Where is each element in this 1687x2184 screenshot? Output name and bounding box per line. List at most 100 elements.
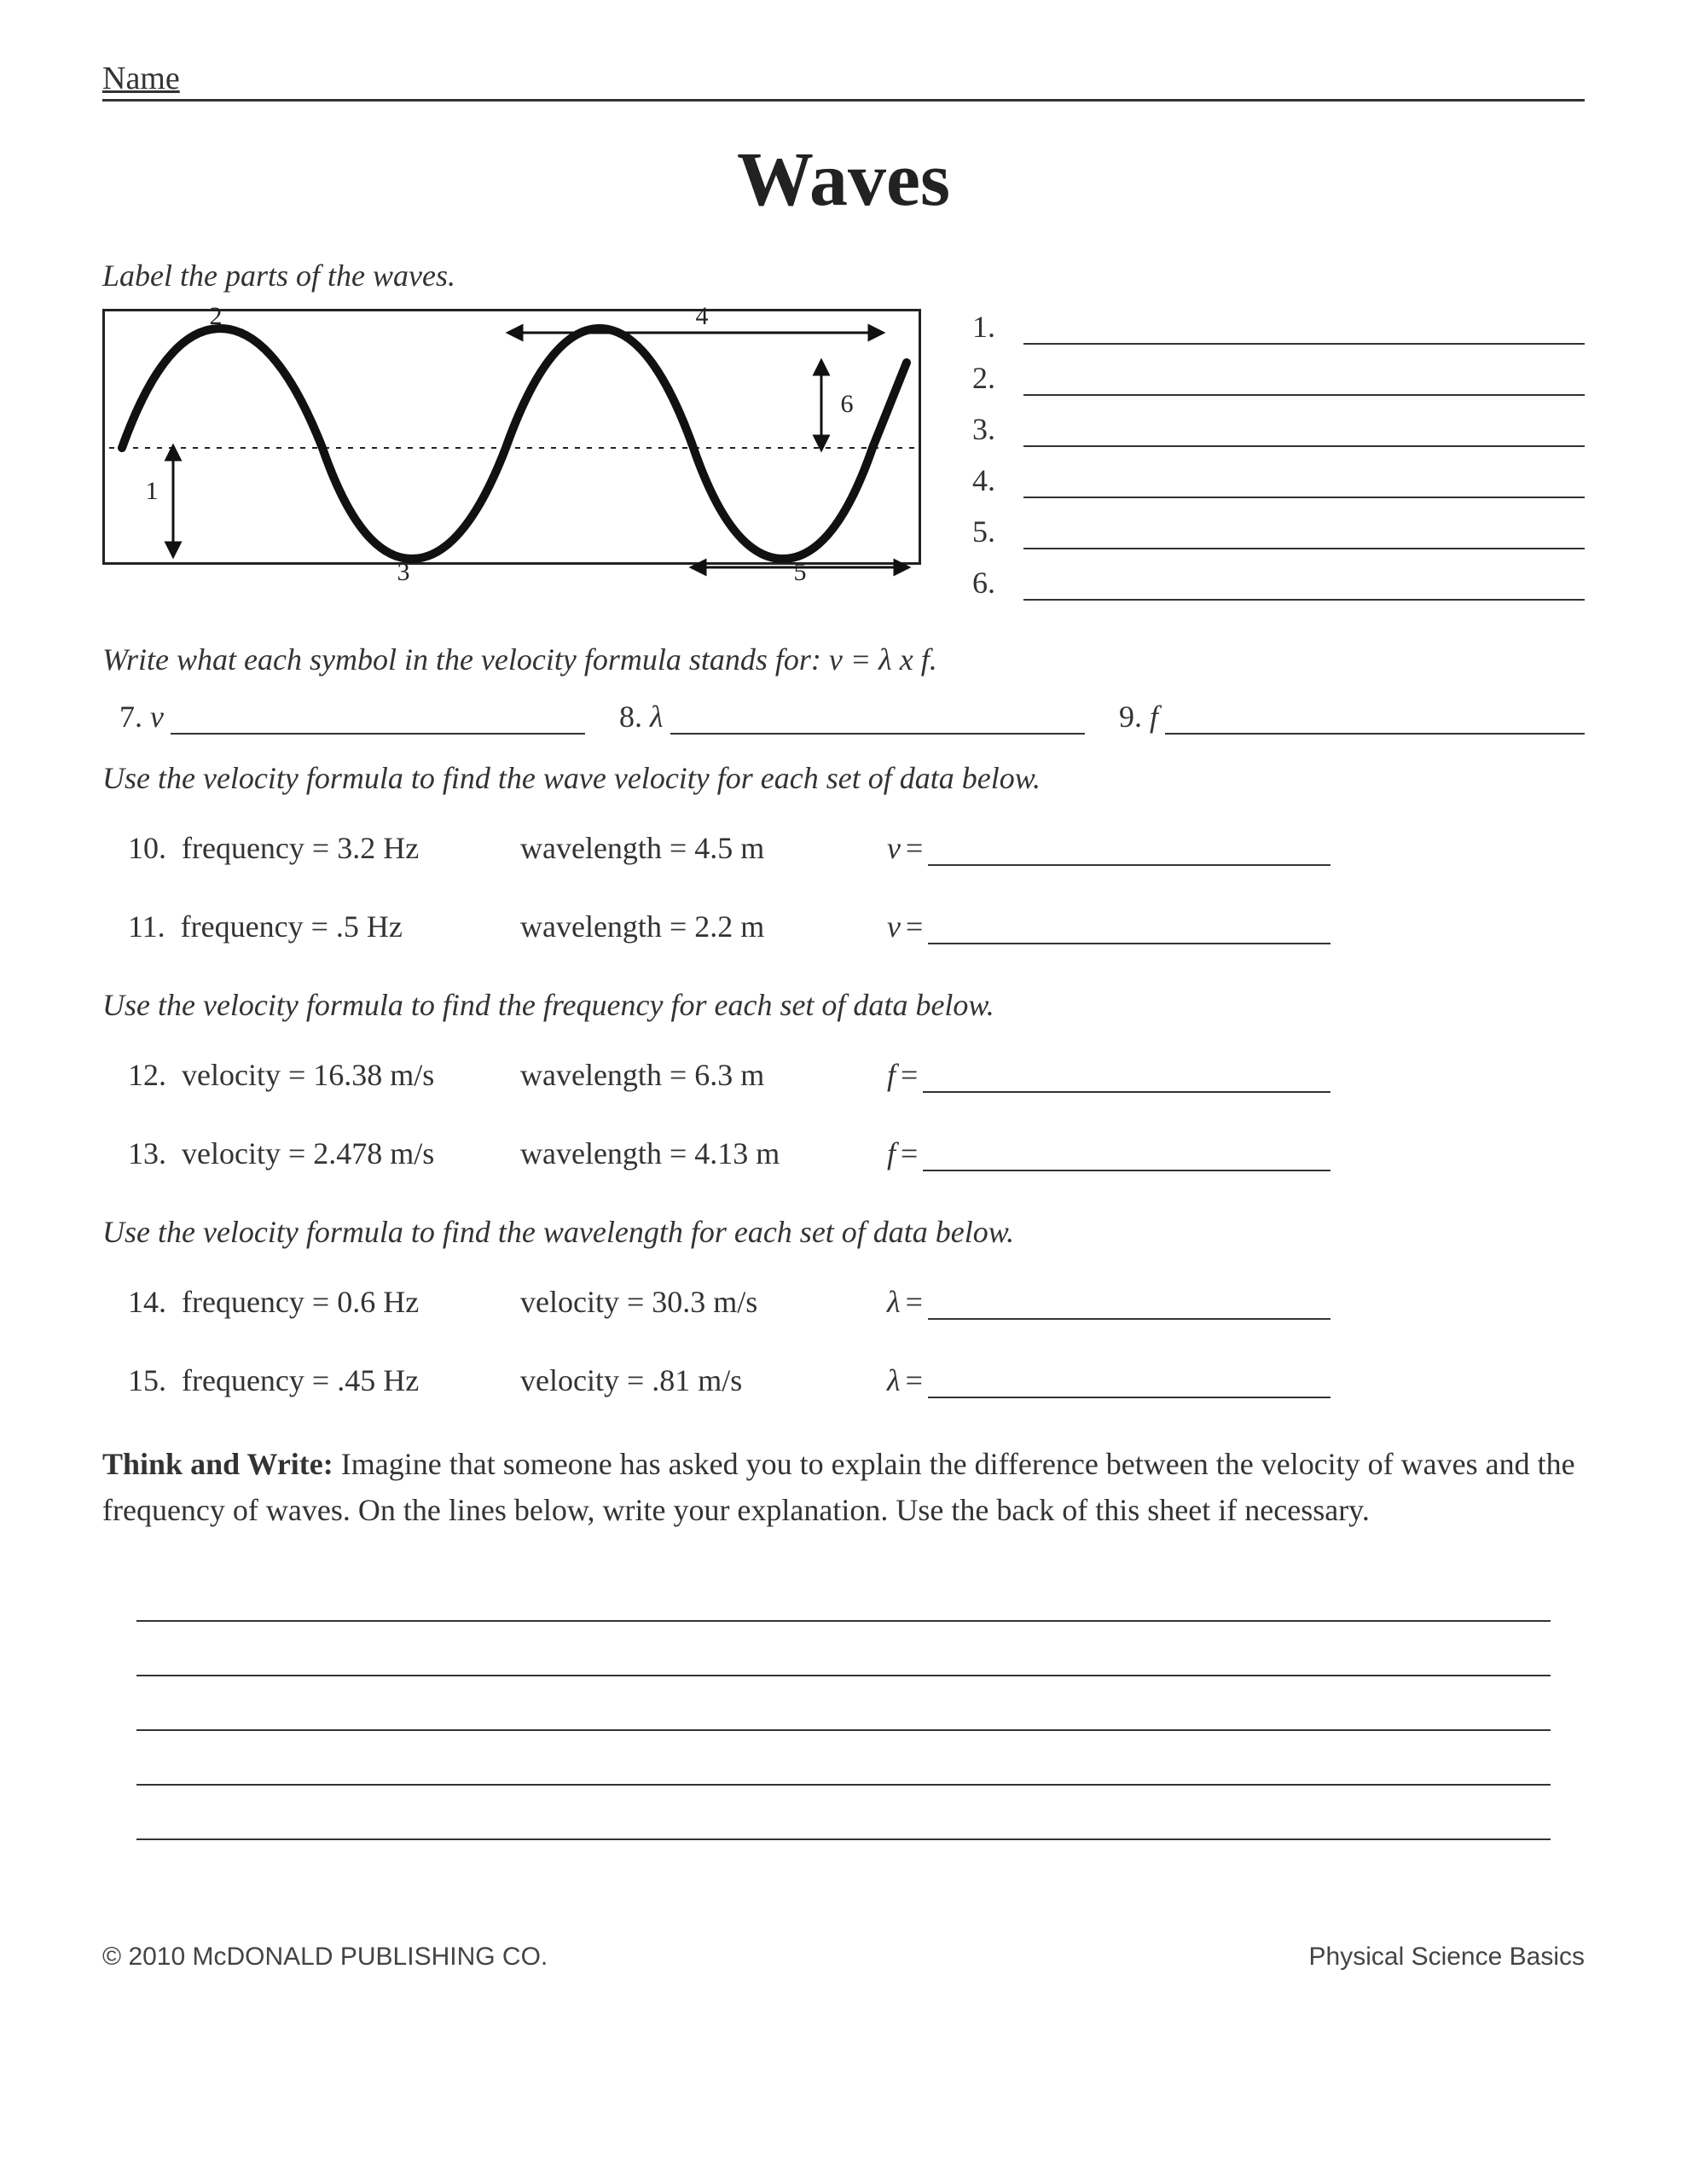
write-line-5[interactable] — [136, 1786, 1551, 1840]
answer-num: 5. — [972, 514, 1015, 549]
symbol-blank[interactable] — [171, 711, 585, 735]
eq-sign: = — [901, 1057, 918, 1093]
q11-b: wavelength = 2.2 m — [520, 909, 887, 944]
section2-formula: v = λ x f. — [829, 642, 937, 677]
think-label: Think and Write: — [102, 1447, 333, 1481]
answer-line[interactable] — [1023, 575, 1585, 601]
q14-blank[interactable] — [928, 1296, 1330, 1320]
symbol-row: 7. v 8. λ 9. f — [119, 699, 1585, 735]
symbol-q-7: 7. v — [119, 699, 585, 735]
answer-line[interactable] — [1023, 473, 1585, 498]
q11-var: v — [887, 909, 901, 944]
q12-b: wavelength = 6.3 m — [520, 1057, 887, 1093]
answer-line[interactable] — [1023, 370, 1585, 396]
page-title: Waves — [102, 136, 1585, 224]
symbol-blank[interactable] — [670, 711, 1085, 735]
svg-text:6: 6 — [841, 390, 854, 418]
q14-a: frequency = 0.6 Hz — [182, 1285, 419, 1319]
section2-instruction: Write what each symbol in the velocity f… — [102, 642, 1585, 677]
question-12: 12. velocity = 16.38 m/s wavelength = 6.… — [128, 1057, 1585, 1093]
q10-a: frequency = 3.2 Hz — [182, 831, 419, 865]
answer-blank-1: 1. — [972, 309, 1585, 345]
footer: © 2010 McDONALD PUBLISHING CO. Physical … — [102, 1943, 1585, 1972]
svg-text:1: 1 — [146, 477, 159, 505]
q12-num: 12. — [128, 1058, 166, 1092]
q15-num: 15. — [128, 1363, 166, 1397]
symbol-blank[interactable] — [1165, 711, 1585, 735]
q10-num: 10. — [128, 831, 166, 865]
answer-num: 6. — [972, 565, 1015, 601]
wave-diagram: 123456 — [102, 309, 921, 565]
section5-instruction: Use the velocity formula to find the wav… — [102, 1214, 1585, 1250]
q15-blank[interactable] — [928, 1374, 1330, 1398]
eq-sign: = — [901, 1136, 918, 1171]
write-line-4[interactable] — [136, 1731, 1551, 1786]
q11-num: 11. — [128, 909, 165, 944]
q14-var: λ — [887, 1284, 901, 1320]
q10-blank[interactable] — [928, 842, 1330, 866]
name-field-row: Name — [102, 60, 1585, 102]
q13-blank[interactable] — [923, 1147, 1330, 1171]
q14-b: velocity = 30.3 m/s — [520, 1284, 887, 1320]
q11-blank[interactable] — [928, 921, 1330, 944]
q13-var: f — [887, 1136, 896, 1171]
answer-blank-2: 2. — [972, 360, 1585, 396]
answer-line[interactable] — [1023, 524, 1585, 549]
answer-blank-5: 5. — [972, 514, 1585, 549]
eq-sign: = — [906, 909, 923, 944]
q12-blank[interactable] — [923, 1069, 1330, 1093]
section3-instruction: Use the velocity formula to find the wav… — [102, 760, 1585, 796]
write-line-2[interactable] — [136, 1622, 1551, 1676]
section2-instr-text: Write what each symbol in the velocity f… — [102, 642, 829, 677]
question-15: 15. frequency = .45 Hz velocity = .81 m/… — [128, 1362, 1585, 1398]
q12-var: f — [887, 1057, 896, 1093]
svg-text:4: 4 — [696, 302, 709, 330]
writing-lines — [102, 1567, 1585, 1840]
svg-text:5: 5 — [794, 558, 807, 586]
answer-line[interactable] — [1023, 319, 1585, 345]
answer-num: 4. — [972, 462, 1015, 498]
footer-subject: Physical Science Basics — [1309, 1943, 1585, 1972]
answer-num: 1. — [972, 309, 1015, 345]
symbol-q-9: 9. f — [1119, 699, 1585, 735]
q13-num: 13. — [128, 1136, 166, 1170]
answer-blank-6: 6. — [972, 565, 1585, 601]
q12-a: velocity = 16.38 m/s — [182, 1058, 434, 1092]
eq-sign: = — [906, 1362, 923, 1398]
section1-instruction: Label the parts of the waves. — [102, 258, 1585, 293]
symbol-label: 9. f — [1119, 699, 1158, 735]
name-label: Name — [102, 60, 188, 97]
q11-a: frequency = .5 Hz — [181, 909, 403, 944]
question-14: 14. frequency = 0.6 Hz velocity = 30.3 m… — [128, 1284, 1585, 1320]
section4-instruction: Use the velocity formula to find the fre… — [102, 987, 1585, 1023]
eq-sign: = — [906, 1284, 923, 1320]
symbol-label: 8. λ — [619, 699, 664, 735]
svg-text:2: 2 — [210, 302, 223, 330]
write-line-3[interactable] — [136, 1676, 1551, 1731]
symbol-q-8: 8. λ — [619, 699, 1085, 735]
answer-blank-3: 3. — [972, 411, 1585, 447]
answer-line[interactable] — [1023, 421, 1585, 447]
q10-var: v — [887, 830, 901, 866]
q15-b: velocity = .81 m/s — [520, 1362, 887, 1398]
q13-a: velocity = 2.478 m/s — [182, 1136, 434, 1170]
question-10: 10. frequency = 3.2 Hz wavelength = 4.5 … — [128, 830, 1585, 866]
question-13: 13. velocity = 2.478 m/s wavelength = 4.… — [128, 1136, 1585, 1171]
footer-copyright: © 2010 McDONALD PUBLISHING CO. — [102, 1943, 548, 1972]
section1-container: 123456 1. 2. 3. 4. 5. 6. — [102, 309, 1585, 616]
q10-b: wavelength = 4.5 m — [520, 830, 887, 866]
think-and-write: Think and Write: Imagine that someone ha… — [102, 1441, 1585, 1533]
symbol-label: 7. v — [119, 699, 164, 735]
answer-list: 1. 2. 3. 4. 5. 6. — [972, 309, 1585, 616]
svg-text:3: 3 — [397, 558, 410, 586]
q15-a: frequency = .45 Hz — [182, 1363, 419, 1397]
answer-blank-4: 4. — [972, 462, 1585, 498]
q15-var: λ — [887, 1362, 901, 1398]
answer-num: 3. — [972, 411, 1015, 447]
q14-num: 14. — [128, 1285, 166, 1319]
q13-b: wavelength = 4.13 m — [520, 1136, 887, 1171]
eq-sign: = — [906, 830, 923, 866]
answer-num: 2. — [972, 360, 1015, 396]
question-11: 11. frequency = .5 Hz wavelength = 2.2 m… — [128, 909, 1585, 944]
write-line-1[interactable] — [136, 1567, 1551, 1622]
